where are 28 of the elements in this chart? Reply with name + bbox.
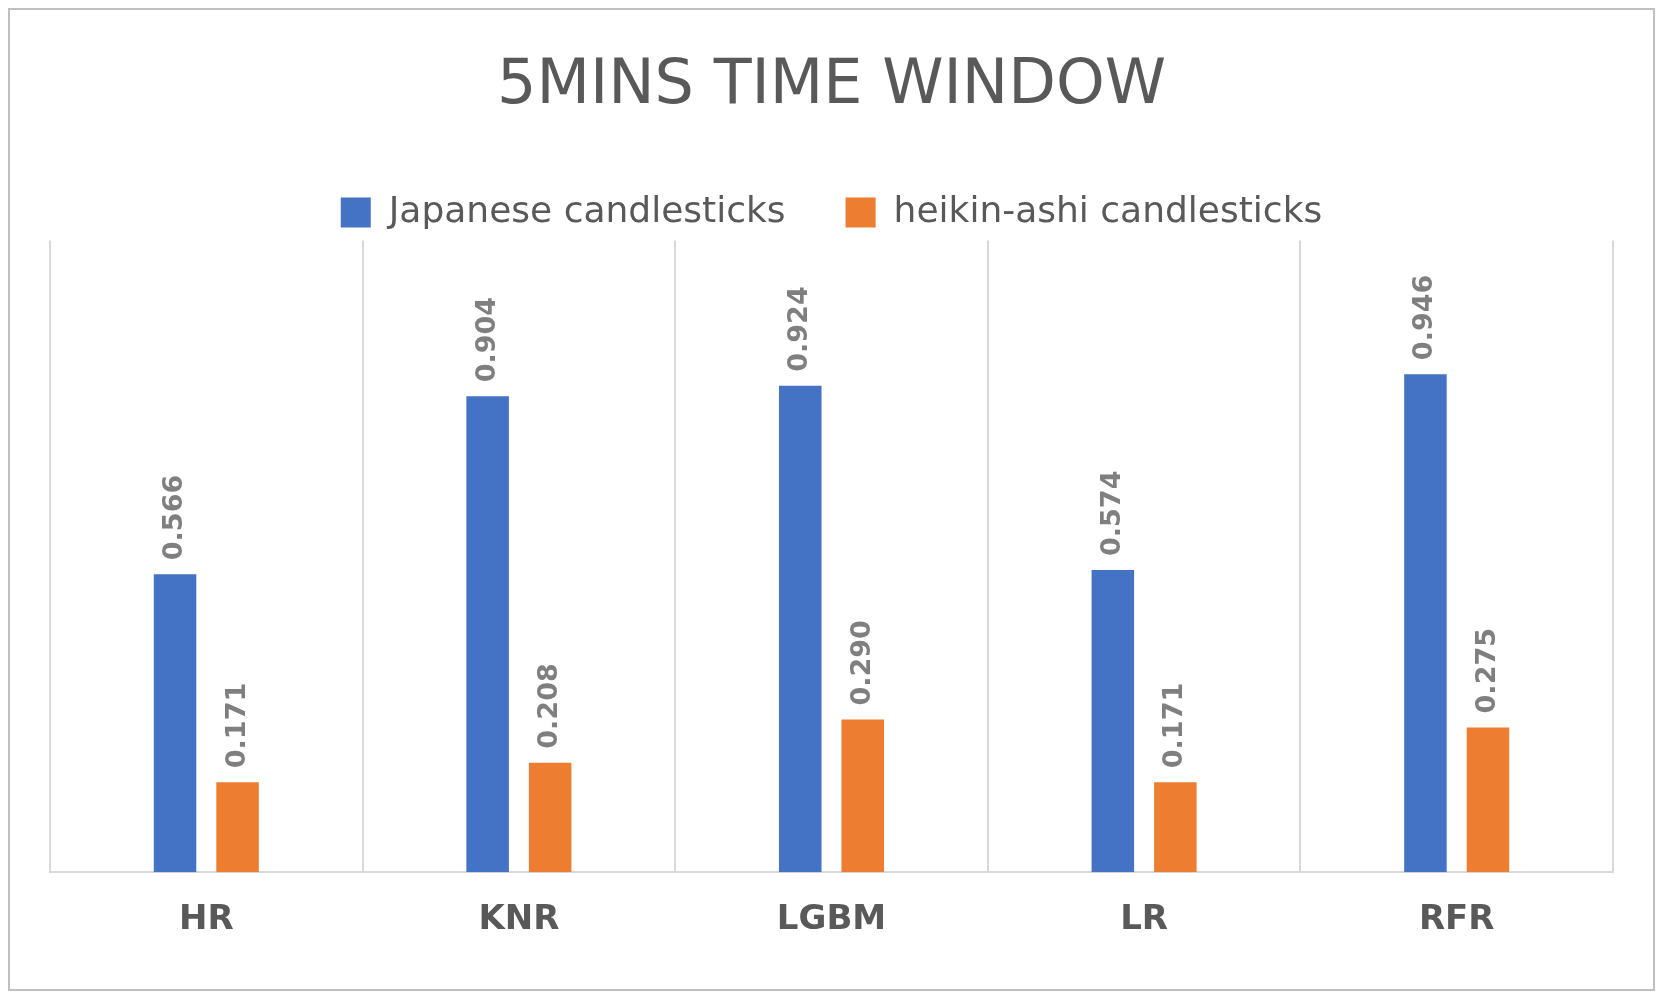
x-tick-label: KNR (478, 897, 560, 938)
data-label: 0.171 (1157, 682, 1189, 769)
data-label: 0.574 (1094, 470, 1126, 556)
bar (1466, 727, 1510, 873)
bar (1091, 569, 1135, 873)
bar (841, 719, 885, 873)
data-label: 0.566 (157, 474, 189, 561)
data-label: 0.275 (1469, 628, 1501, 714)
x-tick-label: RFR (1418, 897, 1495, 938)
bar (153, 574, 197, 873)
x-tick-label: LR (1120, 897, 1169, 938)
bar (1404, 374, 1447, 873)
data-label: 0.946 (1407, 274, 1439, 361)
data-label: 0.290 (844, 620, 876, 706)
data-label: 0.904 (469, 296, 501, 383)
bar (466, 396, 509, 873)
data-label: 0.208 (532, 663, 564, 749)
x-tick-label: LGBM (776, 897, 887, 938)
data-label: 0.924 (782, 286, 814, 372)
bar (216, 782, 259, 873)
bar (1154, 782, 1197, 873)
data-label: 0.171 (219, 682, 251, 769)
legend-label: heikin-ashi candlesticks (893, 188, 1323, 230)
legend-label: Japanese candlesticks (386, 188, 786, 230)
chart-title: 5MINS TIME WINDOW (496, 45, 1167, 119)
bar (528, 762, 572, 873)
x-tick-label: HR (178, 897, 234, 938)
bar (778, 385, 822, 873)
